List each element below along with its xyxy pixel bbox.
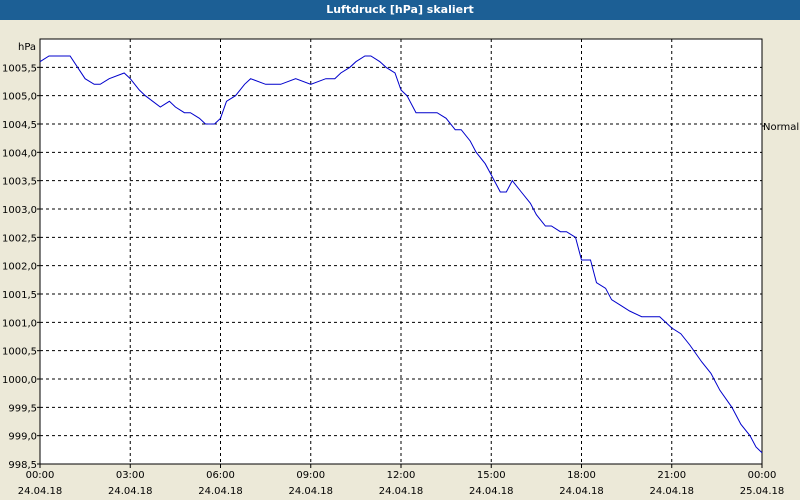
normal-annotation: Normal xyxy=(763,122,799,133)
y-tick-label: 1000,5 xyxy=(2,347,37,358)
y-tick-label: 1003,0 xyxy=(2,205,37,216)
y-tick-label: 999,5 xyxy=(8,403,37,414)
x-tick-date: 24.04.18 xyxy=(18,486,63,497)
x-tick-time: 03:00 xyxy=(116,470,145,481)
x-tick-time: 18:00 xyxy=(567,470,596,481)
y-axis-label: hPa xyxy=(18,42,36,53)
x-tick-date: 25.04.18 xyxy=(740,486,785,497)
title-bar: Luftdruck [hPa] skaliert xyxy=(0,0,800,20)
x-tick-time: 15:00 xyxy=(477,470,506,481)
y-tick-label: 1005,0 xyxy=(2,92,37,103)
y-tick-label: 1002,5 xyxy=(2,233,37,244)
x-tick-date: 24.04.18 xyxy=(288,486,333,497)
y-tick-label: 1005,5 xyxy=(2,63,37,74)
y-tick-label: 998,5 xyxy=(8,460,37,471)
y-tick-label: 999,0 xyxy=(8,432,37,443)
y-tick-label: 1003,5 xyxy=(2,177,37,188)
y-tick-label: 1004,0 xyxy=(2,148,37,159)
x-tick-date: 24.04.18 xyxy=(559,486,604,497)
y-tick-label: 1000,0 xyxy=(2,375,37,386)
x-tick-time: 21:00 xyxy=(657,470,686,481)
x-tick-date: 24.04.18 xyxy=(649,486,694,497)
y-tick-label: 1001,5 xyxy=(2,290,37,301)
x-tick-time: 12:00 xyxy=(387,470,416,481)
y-tick-label: 1002,0 xyxy=(2,262,37,273)
y-tick-label: 1004,5 xyxy=(2,120,37,131)
x-tick-time: 00:00 xyxy=(748,470,777,481)
x-tick-time: 00:00 xyxy=(26,470,55,481)
x-tick-time: 09:00 xyxy=(296,470,325,481)
x-tick-date: 24.04.18 xyxy=(108,486,153,497)
x-tick-time: 06:00 xyxy=(206,470,235,481)
pressure-chart: 1005,5 1005,0 1004,5 1004,0 1003,5 1003,0 1002… xyxy=(2,38,799,497)
x-tick-date: 24.04.18 xyxy=(469,486,514,497)
pressure-series-line xyxy=(39,55,763,454)
plot-frame xyxy=(39,38,763,465)
y-tick-label: 1001,0 xyxy=(2,318,37,329)
chart-title: Luftdruck [hPa] skaliert xyxy=(326,3,474,16)
x-tick-date: 24.04.18 xyxy=(198,486,243,497)
x-tick-date: 24.04.18 xyxy=(379,486,424,497)
